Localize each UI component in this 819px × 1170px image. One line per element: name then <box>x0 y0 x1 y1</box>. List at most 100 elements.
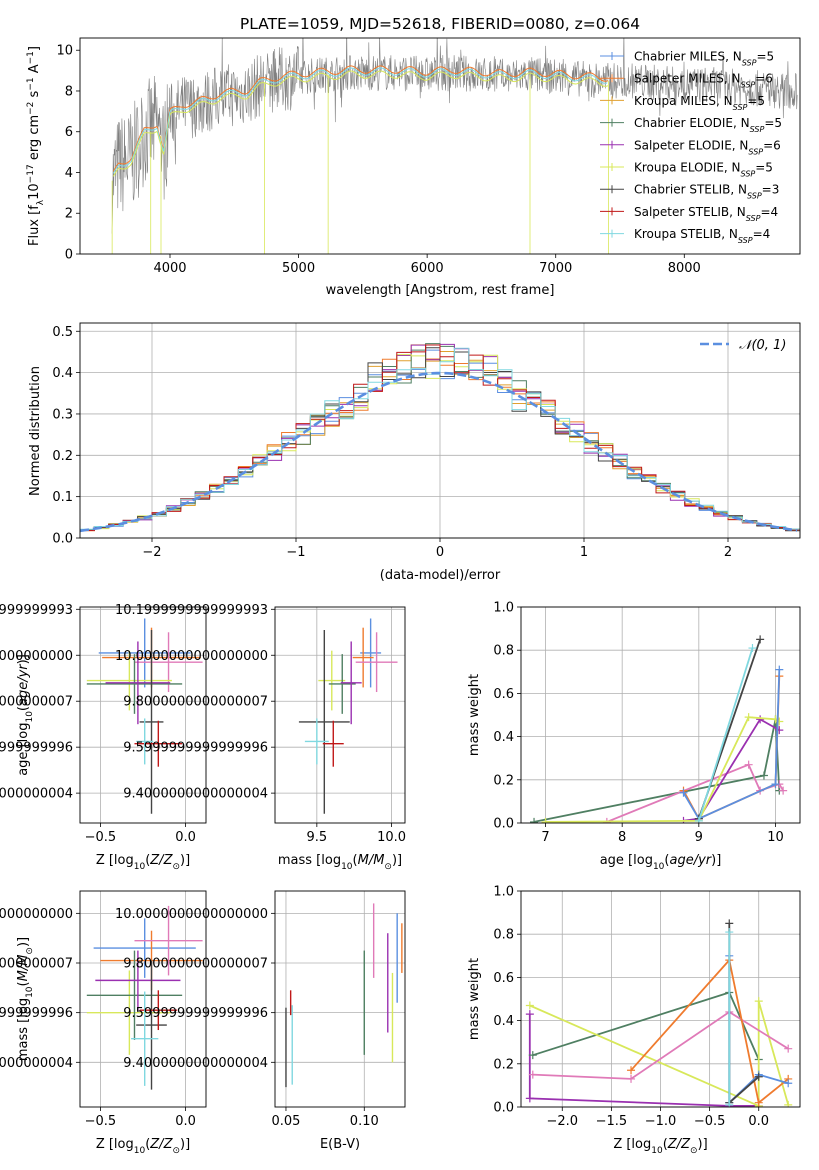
legend-label: Salpeter STELIB, NSSP=4 <box>634 205 778 223</box>
y-tick-label: 9.8000000000000007 <box>0 957 73 972</box>
legend-label: Chabrier MILES, NSSP=5 <box>634 50 774 68</box>
y-tick-label: 9.4000000000000004 <box>123 1056 268 1071</box>
observed-spectrum-line <box>111 38 798 234</box>
weight-line-salpeter_elodie <box>528 1014 759 1107</box>
y-tick-label: 6 <box>65 125 73 140</box>
weight-marker <box>759 771 768 780</box>
metallicity-massweight-panel: −2.0 −1.5 −1.0 −0.5 0.0 0.0 0.2 0.4 0.6 0.8 1.0 Z [… <box>467 885 801 1156</box>
y-tick-label: 9.4000000000000004 <box>123 787 268 802</box>
weight-marker <box>744 760 753 769</box>
weight-marker <box>528 1051 537 1060</box>
x-tick-label: 0 <box>436 545 444 560</box>
weight-marker <box>775 665 784 674</box>
x-axis-label: Z [log10(Z/Z⊙)] <box>96 853 190 872</box>
x-tick-label: 4000 <box>153 261 186 276</box>
age-massweight-panel: 7 8 9 10 0.0 0.2 0.4 0.6 0.8 1.0 age [log10(age/yr… <box>467 601 801 872</box>
y-tick-label: 0.8 <box>493 644 514 659</box>
weight-marker <box>525 1010 534 1019</box>
x-axis-label: Z [log10(Z/Z⊙)] <box>96 1137 190 1156</box>
y-tick-label: 10 <box>56 44 73 59</box>
y-tick-label: 9.8000000000000007 <box>123 957 268 972</box>
x-tick-label: 0.0 <box>175 1114 196 1129</box>
weight-marker <box>771 780 780 789</box>
metallicity-age-panel: −0.5 0.0 9.4000000000000004 9.5999999999999… <box>0 603 207 872</box>
legend-label: Salpeter ELODIE, NSSP=6 <box>634 138 781 156</box>
y-tick-label: 4 <box>65 166 73 181</box>
y-tick-label: 10.0000000000000000 <box>115 649 268 664</box>
x-tick-label: 0.05 <box>271 1114 300 1129</box>
y-tick-label: 9.8000000000000007 <box>0 695 73 710</box>
y-tick-label: 0.6 <box>493 687 514 702</box>
x-tick-label: 2 <box>724 545 732 560</box>
model-spectrum-kroupa_stelib <box>112 67 608 174</box>
x-tick-label: 8 <box>618 830 626 845</box>
weight-line-pink <box>532 1010 789 1080</box>
weight-line-salpeter_miles <box>682 676 781 820</box>
weight-marker <box>754 1098 763 1107</box>
plot-area <box>80 343 800 533</box>
y-axis-label: age [log10(age/yr)] <box>16 654 35 776</box>
x-axis-label: (data-model)/error <box>380 568 501 583</box>
figure-title: PLATE=1059, MJD=52618, FIBERID=0080, z=0… <box>240 15 640 33</box>
weight-marker <box>756 715 765 724</box>
y-tick-label: 0.2 <box>52 449 73 464</box>
weight-marker <box>525 1094 534 1103</box>
weight-marker <box>744 713 753 722</box>
weight-marker <box>748 644 757 653</box>
y-axis-label: Flux [fλ10−17 erg cm−2 s−1 A−1] <box>26 46 46 246</box>
y-tick-label: 0.5 <box>52 325 73 340</box>
y-tick-label: 1.0 <box>493 601 514 616</box>
weight-line-chabrier_stelib <box>728 923 760 1105</box>
y-tick-label: 10.1999999999999993 <box>115 603 268 618</box>
x-tick-label: 7 <box>541 830 549 845</box>
weight-line-kroupa_stelib <box>697 647 754 822</box>
x-tick-label: −2.0 <box>546 1114 578 1129</box>
spectrum-panel: 4000 5000 6000 7000 8000 0 2 4 6 8 10 wavelength [A… <box>26 37 801 298</box>
y-tick-label: 9.5999999999999996 <box>0 1006 73 1021</box>
y-tick-label: 9.4000000000000004 <box>0 787 73 802</box>
y-axis-label: mass weight <box>467 958 482 1040</box>
y-tick-label: 0.8 <box>493 928 514 943</box>
weight-marker <box>528 1070 537 1079</box>
normal-legend-label: 𝒩(0, 1) <box>739 338 786 353</box>
x-tick-label: 1 <box>580 545 588 560</box>
y-tick-label: 0.4 <box>493 730 514 745</box>
weight-marker <box>784 1100 793 1107</box>
weight-marker <box>525 1001 534 1010</box>
axes-frame <box>79 37 801 255</box>
x-axis-label: Z [log10(Z/Z⊙)] <box>613 1137 707 1156</box>
weight-line-chabrier_miles <box>682 669 781 820</box>
plot-area <box>86 905 203 1090</box>
weight-marker <box>779 786 788 795</box>
y-axis-label: mass weight <box>467 674 482 756</box>
residuals-histogram-panel: −2 −1 0 1 2 0.0 0.1 0.2 0.3 0.4 0.5 𝒩(0, 1) (data-mo… <box>28 322 801 583</box>
weight-line-salpeter_miles <box>630 958 789 1105</box>
y-tick-label: 10.0000000000000000 <box>0 649 73 664</box>
x-tick-label: −1.0 <box>645 1114 677 1129</box>
legend-label: Chabrier ELODIE, NSSP=5 <box>634 116 782 134</box>
x-tick-label: −1 <box>286 545 305 560</box>
y-tick-label: 9.5999999999999996 <box>123 741 268 756</box>
x-axis-label: E(B-V) <box>320 1137 360 1152</box>
x-tick-label: 0.10 <box>350 1114 379 1129</box>
legend-label: Salpeter MILES, NSSP=6 <box>634 72 773 90</box>
x-tick-label: 9 <box>695 830 703 845</box>
weight-line-chabrier_elodie <box>533 719 781 823</box>
y-tick-label: 0.2 <box>493 1057 514 1072</box>
weight-marker <box>627 1066 636 1075</box>
y-tick-label: 8 <box>65 84 73 99</box>
y-tick-label: 0.4 <box>52 366 73 381</box>
y-axis-label: mass [log10(M/M⊙)] <box>16 937 35 1061</box>
y-tick-label: 0.1 <box>52 490 73 505</box>
axes-frame <box>520 890 801 1108</box>
x-tick-label: 10 <box>767 830 784 845</box>
weight-marker <box>756 635 765 644</box>
x-tick-label: −0.5 <box>85 830 117 845</box>
axes-frame <box>520 606 801 824</box>
normal-curve <box>80 371 798 533</box>
weight-marker <box>754 997 763 1006</box>
reddening-mass-panel: 0.05 0.10 9.4000000000000004 9.599999999999… <box>115 890 406 1152</box>
y-tick-label: 2 <box>65 207 73 222</box>
weight-marker <box>725 1100 734 1107</box>
x-tick-label: 0.0 <box>175 830 196 845</box>
